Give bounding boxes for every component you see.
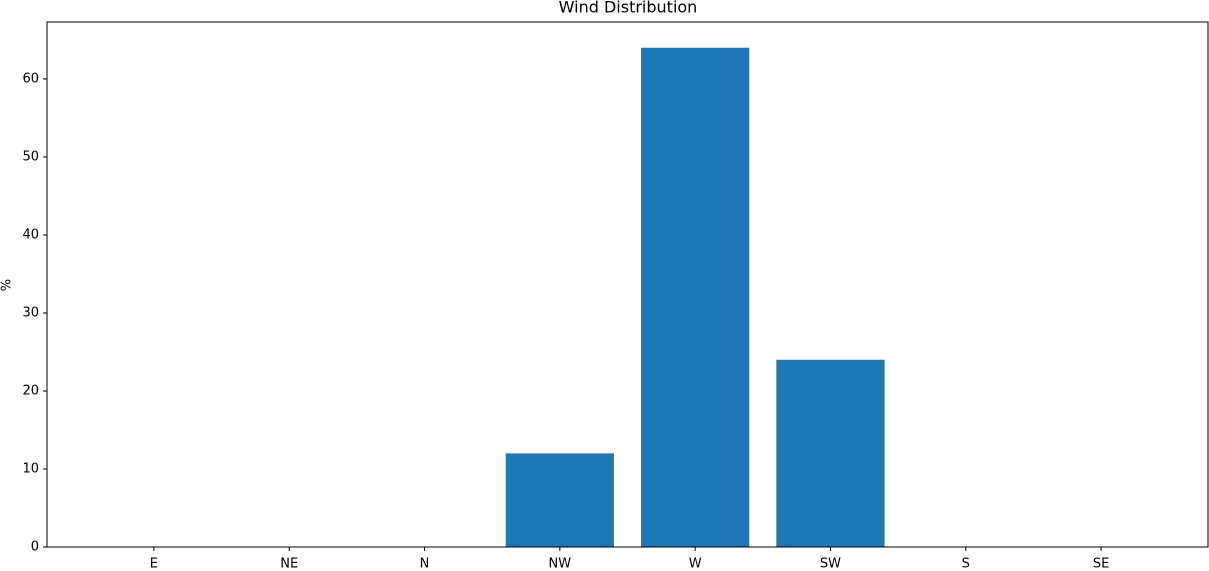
y-tick-label: 40 [22,227,39,242]
y-tick-label: 60 [22,71,39,86]
y-axis-label: % [0,279,15,291]
y-tick-label: 10 [22,461,39,476]
x-tick-label: NE [280,557,298,571]
x-tick-label: SE [1093,557,1109,571]
bar [505,453,614,547]
x-tick-label: S [962,557,970,571]
x-tick-label: W [689,557,702,571]
y-tick-label: 30 [22,305,39,320]
x-tick-label: NW [549,557,572,571]
x-tick-label: E [150,557,158,571]
bar [641,47,750,547]
x-tick-label: SW [820,557,841,571]
y-tick-label: 50 [22,149,39,164]
x-tick-label: N [420,557,430,571]
chart-title: Wind Distribution [559,0,698,17]
y-tick-label: 0 [31,540,39,555]
plot-frame [46,21,1209,548]
y-tick-label: 20 [22,383,39,398]
bar [776,359,885,547]
